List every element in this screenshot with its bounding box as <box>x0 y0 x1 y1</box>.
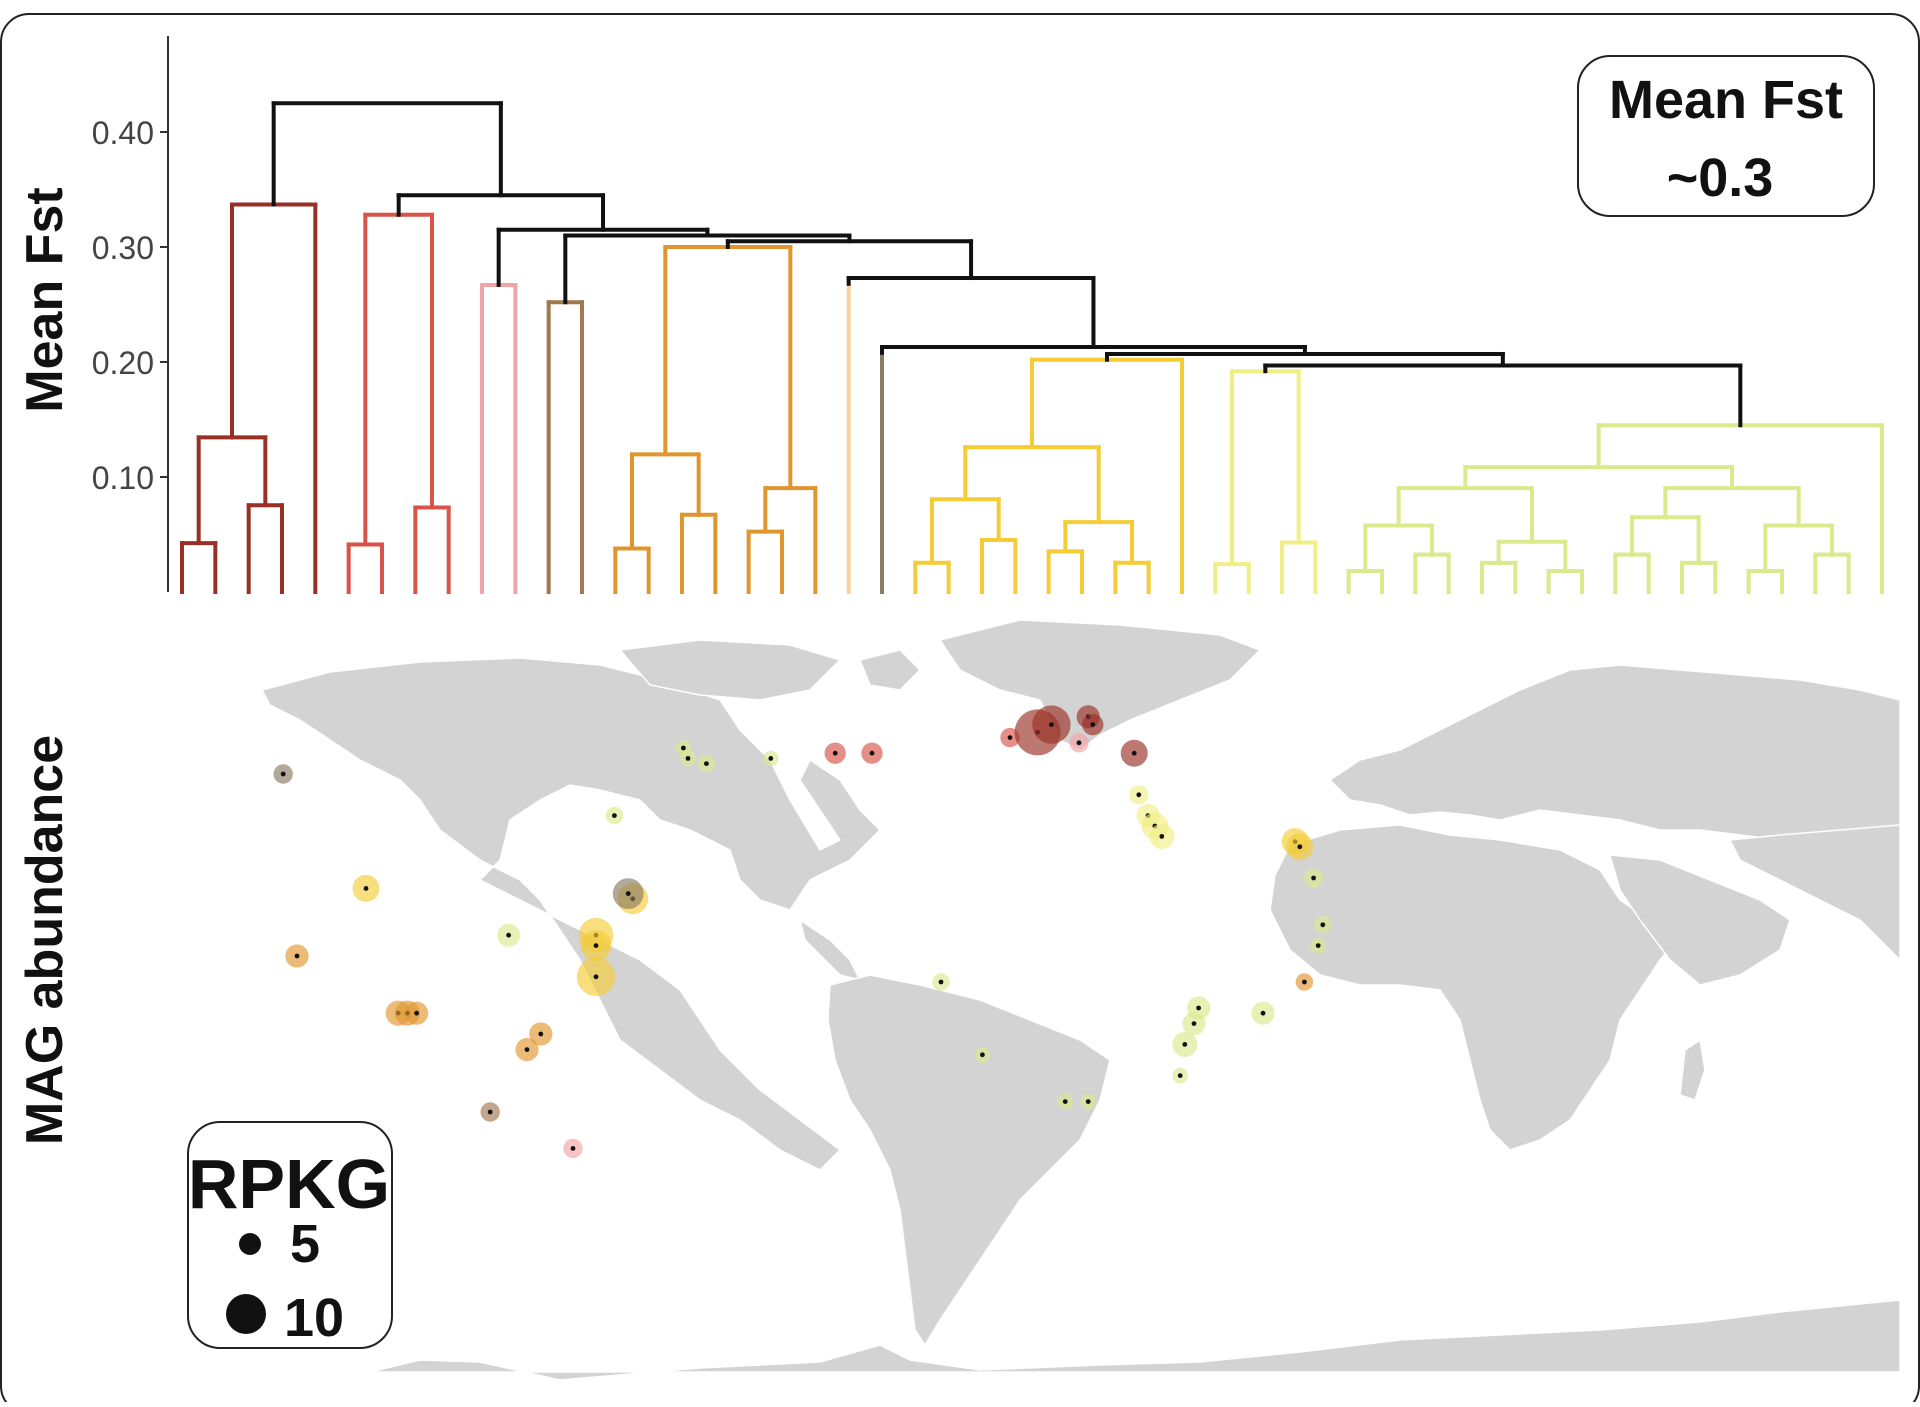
map-point-center-12 <box>593 943 599 948</box>
map-point-center-38 <box>1182 1042 1188 1047</box>
map-point-center-31 <box>1131 750 1137 756</box>
map-point-center-8 <box>538 1031 544 1037</box>
y-tick-label-2: 0.30 <box>92 230 154 266</box>
map-points <box>273 705 1332 1159</box>
map-point-center-32 <box>1136 792 1142 798</box>
map-point-center-16 <box>570 1146 576 1151</box>
map-point-center-20 <box>768 756 774 761</box>
annotation-box: Mean Fst ~0.3 <box>1577 55 1875 217</box>
legend-title: RPKG <box>188 1145 390 1223</box>
map-point-center-18 <box>681 745 686 751</box>
north-america-land <box>260 657 882 1171</box>
map-point-center-44 <box>1297 844 1303 850</box>
dendrogram-axes: 0.10 0.20 0.30 0.40 <box>92 36 169 592</box>
map-point-center-42 <box>1085 1099 1091 1104</box>
map-point-center-39 <box>1177 1073 1183 1078</box>
map-point-center-45 <box>1311 875 1316 881</box>
map-point-center-5 <box>414 1010 419 1016</box>
y-tick-label-3: 0.40 <box>92 115 154 151</box>
map-point-center-1 <box>363 886 369 891</box>
map-point-center-47 <box>1315 943 1321 948</box>
map-point-center-30 <box>1090 722 1096 727</box>
map-point-center-10 <box>612 813 617 818</box>
annotation-line-1: Mean Fst <box>1609 70 1843 130</box>
map-point-center-6 <box>487 1109 493 1115</box>
y-tick-label-1: 0.20 <box>92 345 154 381</box>
south-america-land <box>827 974 1111 1347</box>
size-legend: RPKG 5 10 <box>187 1121 393 1349</box>
legend-frame <box>187 1121 393 1349</box>
y-tick-label-0: 0.10 <box>92 460 154 496</box>
map-point-center-48 <box>1302 979 1307 985</box>
map-point-center-17 <box>685 756 691 761</box>
map-point-center-37 <box>1191 1021 1197 1026</box>
dendrogram <box>180 101 1884 594</box>
world-map <box>260 619 1901 1381</box>
map-y-axis-label: MAG abundance <box>16 735 74 1145</box>
map-point-center-19 <box>704 761 709 766</box>
map-point-center-21 <box>832 750 838 756</box>
arabia-land <box>1608 854 1791 986</box>
legend-label-5: 5 <box>290 1214 320 1274</box>
legend-label-10: 10 <box>284 1288 344 1348</box>
map-point-center-36 <box>1196 1005 1201 1011</box>
map-point-center-24 <box>980 1052 985 1058</box>
map-point-center-15 <box>625 891 631 896</box>
map-point-center-27 <box>1049 722 1054 727</box>
antarctica-land <box>369 1299 1901 1381</box>
map-point-center-35 <box>1159 834 1165 839</box>
map-point-center-7 <box>524 1047 530 1052</box>
map-point-center-41 <box>1062 1099 1068 1104</box>
dendrogram-y-axis-label: Mean Fst <box>16 187 74 412</box>
map-point-center-23 <box>938 979 944 985</box>
greenland-land <box>938 619 1262 751</box>
legend-dot-10 <box>226 1294 266 1334</box>
annotation-line-2: ~0.3 <box>1667 148 1774 208</box>
annotation-frame <box>1577 55 1875 217</box>
map-point-center-25 <box>1007 735 1013 740</box>
map-point-center-13 <box>593 974 599 980</box>
map-point-center-9 <box>506 932 511 938</box>
map-point-center-46 <box>1320 922 1326 928</box>
central-america-land <box>798 918 862 982</box>
map-point-center-40 <box>1260 1010 1266 1016</box>
map-point-center-2 <box>294 953 300 959</box>
africa-land <box>1269 824 1682 1151</box>
madagascar-land <box>1679 1038 1706 1101</box>
map-point-center-0 <box>280 771 286 777</box>
legend-dot-5 <box>239 1233 261 1255</box>
arctic-islands-land <box>618 639 922 701</box>
map-point-center-22 <box>869 750 875 756</box>
map-point-center-28 <box>1076 740 1082 746</box>
asia-land <box>1728 824 1901 962</box>
